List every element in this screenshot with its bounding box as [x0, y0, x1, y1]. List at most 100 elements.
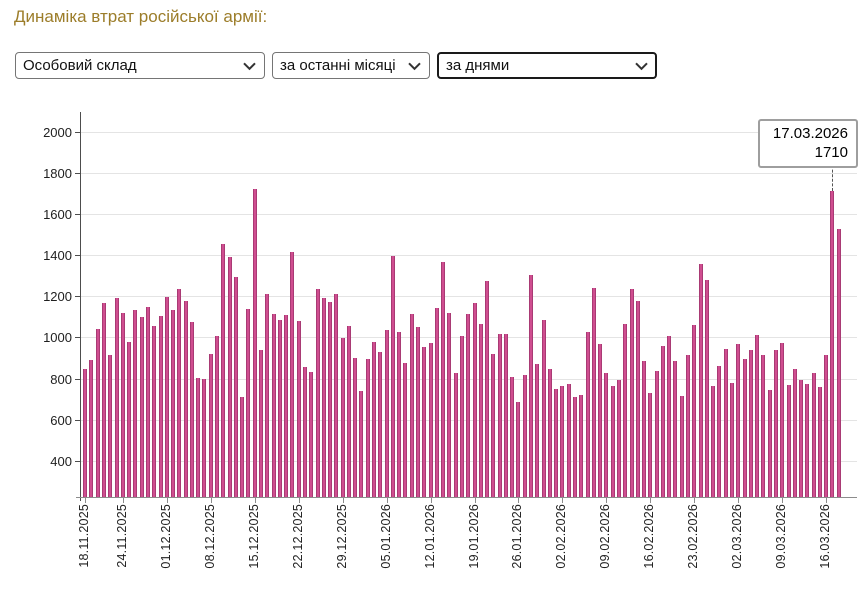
bar[interactable] — [145, 306, 150, 497]
bar[interactable] — [277, 319, 282, 497]
bar[interactable] — [679, 396, 684, 497]
bar[interactable] — [453, 373, 458, 497]
bar[interactable] — [133, 309, 138, 497]
bar[interactable] — [503, 334, 508, 497]
bar[interactable] — [384, 330, 389, 497]
bar[interactable] — [686, 354, 691, 497]
bar[interactable] — [660, 345, 665, 497]
bar[interactable] — [315, 289, 320, 497]
bar[interactable] — [780, 342, 785, 497]
bar[interactable] — [441, 262, 446, 497]
bar[interactable] — [403, 363, 408, 497]
bar[interactable] — [359, 390, 364, 497]
bar[interactable] — [748, 349, 753, 497]
bar[interactable] — [566, 383, 571, 497]
granularity-select[interactable]: за днями — [437, 52, 657, 79]
bar[interactable] — [817, 386, 822, 497]
bar[interactable] — [635, 301, 640, 497]
bar[interactable] — [221, 243, 226, 497]
bar[interactable] — [654, 371, 659, 497]
bar[interactable] — [397, 332, 402, 497]
bar[interactable] — [799, 379, 804, 497]
bar[interactable] — [604, 373, 609, 497]
bar[interactable] — [742, 359, 747, 497]
bar[interactable] — [302, 367, 307, 497]
bar[interactable] — [736, 343, 741, 497]
bar[interactable] — [284, 314, 289, 497]
bar[interactable] — [704, 279, 709, 497]
bar[interactable] — [761, 354, 766, 497]
bar[interactable] — [729, 382, 734, 497]
bar[interactable] — [309, 372, 314, 497]
bar[interactable] — [152, 326, 157, 497]
bar[interactable] — [572, 397, 577, 497]
bar[interactable] — [434, 307, 439, 497]
bar[interactable] — [390, 256, 395, 497]
bar[interactable] — [554, 388, 559, 497]
bar[interactable] — [723, 348, 728, 497]
bar[interactable] — [629, 289, 634, 497]
bar[interactable] — [422, 346, 427, 497]
bar[interactable] — [623, 324, 628, 497]
bar[interactable] — [334, 294, 339, 497]
bar[interactable] — [648, 393, 653, 497]
bar[interactable] — [478, 324, 483, 497]
bar[interactable] — [598, 343, 603, 497]
category-select[interactable]: Особовий склад — [15, 52, 265, 79]
bar[interactable] — [547, 369, 552, 497]
bar[interactable] — [415, 327, 420, 497]
bar[interactable] — [535, 364, 540, 497]
bar[interactable] — [485, 280, 490, 497]
bar[interactable] — [579, 395, 584, 497]
bar[interactable] — [215, 336, 220, 497]
bar[interactable] — [767, 389, 772, 497]
bar[interactable] — [447, 312, 452, 497]
bar[interactable] — [171, 309, 176, 497]
bar[interactable] — [365, 359, 370, 497]
bar[interactable] — [591, 288, 596, 497]
bar[interactable] — [616, 379, 621, 497]
bar[interactable] — [127, 341, 132, 497]
bar[interactable] — [346, 326, 351, 497]
bar[interactable] — [466, 313, 471, 497]
bar[interactable] — [529, 274, 534, 497]
period-select[interactable]: за останні місяці — [272, 52, 430, 79]
bar[interactable] — [522, 374, 527, 497]
bar[interactable] — [541, 319, 546, 497]
bar[interactable] — [265, 294, 270, 497]
bar[interactable] — [252, 189, 257, 497]
bar[interactable] — [811, 373, 816, 497]
bar[interactable] — [183, 301, 188, 497]
bar[interactable] — [378, 351, 383, 497]
bar[interactable] — [642, 361, 647, 497]
bar[interactable] — [328, 302, 333, 497]
bar[interactable] — [89, 360, 94, 497]
bar[interactable] — [792, 369, 797, 497]
bar[interactable] — [698, 264, 703, 497]
bar[interactable] — [246, 308, 251, 497]
bar[interactable] — [196, 377, 201, 497]
bar[interactable] — [158, 315, 163, 497]
bar[interactable] — [321, 298, 326, 497]
bar[interactable] — [667, 336, 672, 497]
bar[interactable] — [120, 312, 125, 497]
bar[interactable] — [786, 384, 791, 497]
bar[interactable] — [271, 313, 276, 497]
bar[interactable] — [755, 335, 760, 497]
bar[interactable] — [227, 257, 232, 497]
bar[interactable] — [673, 361, 678, 497]
bar[interactable] — [560, 385, 565, 497]
bar[interactable] — [830, 191, 835, 497]
bar[interactable] — [491, 353, 496, 497]
bar[interactable] — [95, 329, 100, 497]
bar[interactable] — [164, 297, 169, 497]
bar[interactable] — [372, 341, 377, 497]
bar[interactable] — [296, 320, 301, 497]
bar[interactable] — [233, 276, 238, 497]
bar[interactable] — [711, 385, 716, 497]
bar[interactable] — [692, 325, 697, 497]
bar[interactable] — [836, 229, 841, 497]
bar[interactable] — [585, 332, 590, 497]
bar[interactable] — [177, 289, 182, 497]
bar[interactable] — [516, 402, 521, 497]
